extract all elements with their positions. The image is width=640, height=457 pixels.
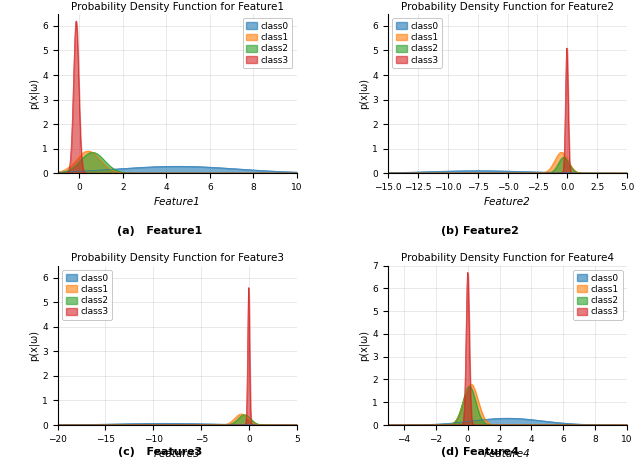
Y-axis label: p(x|ω): p(x|ω): [29, 78, 39, 109]
Y-axis label: p(x|ω): p(x|ω): [359, 78, 370, 109]
Title: Probability Density Function for Feature1: Probability Density Function for Feature…: [71, 1, 284, 11]
X-axis label: Feature1: Feature1: [154, 197, 200, 207]
Y-axis label: p(x|ω): p(x|ω): [29, 330, 39, 361]
Text: (d) Feature4: (d) Feature4: [441, 447, 519, 457]
X-axis label: Feature2: Feature2: [484, 197, 531, 207]
Legend: class0, class1, class2, class3: class0, class1, class2, class3: [62, 270, 112, 320]
X-axis label: Feature4: Feature4: [484, 449, 531, 457]
X-axis label: Feature3: Feature3: [154, 449, 200, 457]
Legend: class0, class1, class2, class3: class0, class1, class2, class3: [573, 270, 623, 320]
Text: (c)   Feature3: (c) Feature3: [118, 447, 202, 457]
Text: (b) Feature2: (b) Feature2: [441, 226, 519, 236]
Y-axis label: p(x|ω): p(x|ω): [359, 330, 370, 361]
Legend: class0, class1, class2, class3: class0, class1, class2, class3: [392, 18, 442, 68]
Title: Probability Density Function for Feature4: Probability Density Function for Feature…: [401, 254, 614, 263]
Text: (a)   Feature1: (a) Feature1: [117, 226, 203, 236]
Title: Probability Density Function for Feature3: Probability Density Function for Feature…: [71, 254, 284, 263]
Title: Probability Density Function for Feature2: Probability Density Function for Feature…: [401, 1, 614, 11]
Legend: class0, class1, class2, class3: class0, class1, class2, class3: [243, 18, 292, 68]
